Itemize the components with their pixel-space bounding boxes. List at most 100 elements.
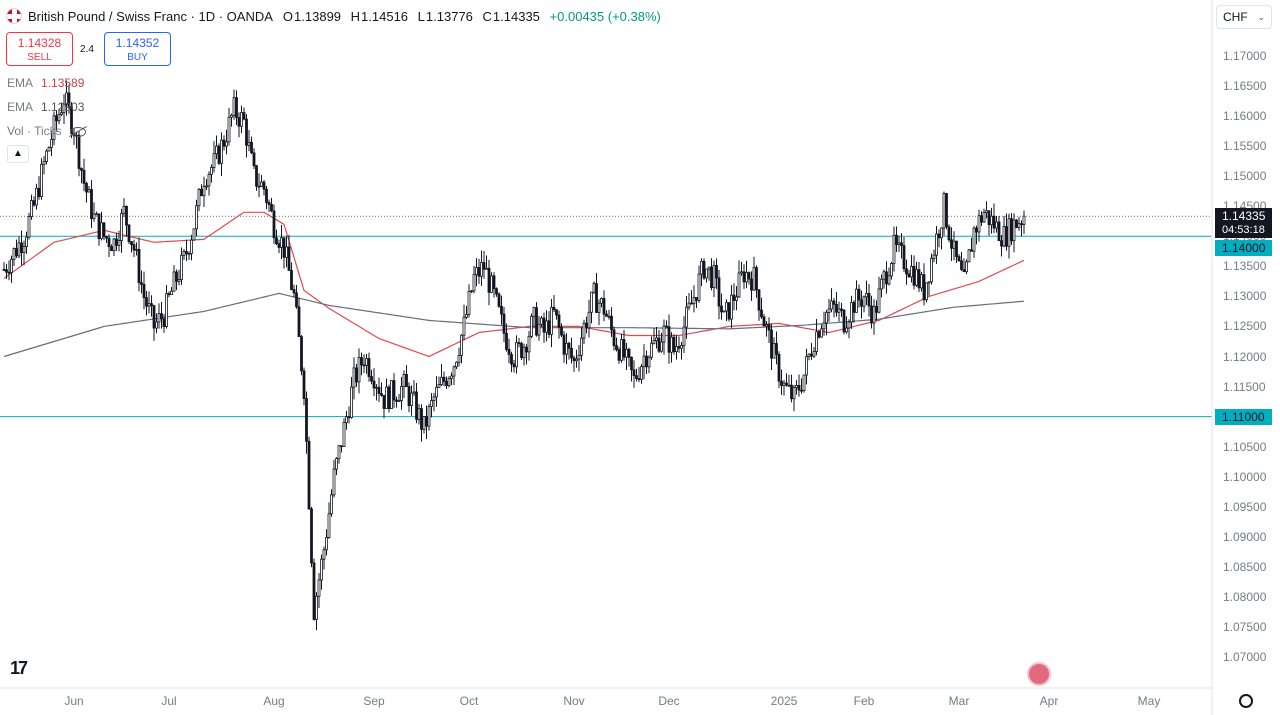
candle[interactable] bbox=[167, 291, 171, 298]
candle[interactable] bbox=[395, 396, 398, 408]
candle[interactable] bbox=[297, 297, 301, 337]
candle[interactable] bbox=[735, 286, 738, 311]
candle[interactable] bbox=[612, 326, 616, 351]
candle[interactable] bbox=[870, 295, 873, 329]
candle[interactable] bbox=[205, 178, 208, 190]
candle[interactable] bbox=[282, 237, 286, 269]
candle[interactable] bbox=[675, 334, 678, 360]
candle[interactable] bbox=[407, 382, 411, 413]
candle[interactable] bbox=[895, 226, 898, 253]
candle[interactable] bbox=[265, 186, 268, 210]
gear-icon[interactable] bbox=[1239, 694, 1253, 708]
candle[interactable] bbox=[472, 266, 476, 294]
candle[interactable] bbox=[477, 258, 481, 284]
candle[interactable] bbox=[855, 280, 858, 313]
candle[interactable] bbox=[1017, 216, 1021, 231]
candle[interactable] bbox=[932, 249, 936, 263]
candle[interactable] bbox=[462, 304, 466, 341]
candle[interactable] bbox=[657, 329, 661, 354]
candle[interactable] bbox=[887, 267, 891, 286]
candle[interactable] bbox=[860, 290, 863, 319]
candle[interactable] bbox=[272, 204, 276, 244]
candle[interactable] bbox=[190, 234, 193, 261]
candle[interactable] bbox=[140, 270, 143, 294]
candle[interactable] bbox=[535, 302, 538, 337]
candle[interactable] bbox=[405, 365, 408, 387]
candle[interactable] bbox=[327, 502, 331, 539]
candle[interactable] bbox=[117, 230, 121, 252]
candle[interactable] bbox=[752, 256, 756, 291]
candle[interactable] bbox=[772, 337, 776, 359]
candle[interactable] bbox=[937, 229, 941, 248]
candle[interactable] bbox=[442, 371, 446, 387]
candle[interactable] bbox=[927, 281, 931, 296]
candle[interactable] bbox=[300, 334, 303, 376]
candle[interactable] bbox=[775, 331, 778, 365]
candle[interactable] bbox=[137, 237, 141, 292]
candle[interactable] bbox=[600, 297, 603, 308]
candle[interactable] bbox=[212, 141, 216, 173]
candle[interactable] bbox=[512, 359, 516, 373]
globe-flag-icon[interactable] bbox=[1027, 662, 1051, 686]
candle[interactable] bbox=[320, 554, 323, 590]
candle[interactable] bbox=[920, 272, 923, 292]
candle[interactable] bbox=[945, 192, 948, 230]
candle[interactable] bbox=[552, 295, 556, 313]
candle[interactable] bbox=[610, 307, 613, 337]
candle[interactable] bbox=[615, 337, 618, 352]
candle[interactable] bbox=[415, 383, 418, 424]
candle[interactable] bbox=[360, 352, 363, 376]
candle[interactable] bbox=[810, 342, 813, 360]
candle[interactable] bbox=[507, 338, 511, 364]
candle[interactable] bbox=[957, 254, 961, 262]
candle[interactable] bbox=[142, 271, 146, 310]
candle[interactable] bbox=[170, 286, 173, 296]
candle[interactable] bbox=[582, 319, 586, 344]
candle[interactable] bbox=[255, 165, 258, 191]
candle[interactable] bbox=[110, 244, 113, 252]
candle[interactable] bbox=[347, 406, 351, 424]
candle[interactable] bbox=[890, 261, 893, 280]
candle[interactable] bbox=[827, 298, 831, 322]
candle[interactable] bbox=[202, 176, 206, 207]
candle[interactable] bbox=[65, 80, 68, 116]
candle[interactable] bbox=[377, 377, 381, 402]
candle[interactable] bbox=[785, 373, 788, 387]
candle[interactable] bbox=[275, 229, 278, 246]
candle[interactable] bbox=[355, 363, 358, 387]
candle[interactable] bbox=[257, 173, 261, 198]
candle[interactable] bbox=[237, 112, 241, 138]
candle[interactable] bbox=[777, 351, 781, 388]
candle[interactable] bbox=[820, 324, 823, 338]
candle[interactable] bbox=[107, 234, 111, 258]
candle[interactable] bbox=[380, 382, 383, 397]
candle[interactable] bbox=[162, 314, 166, 333]
candle[interactable] bbox=[990, 207, 993, 234]
candle[interactable] bbox=[892, 226, 896, 272]
candle[interactable] bbox=[575, 349, 578, 368]
candle[interactable] bbox=[410, 385, 413, 416]
candle[interactable] bbox=[787, 374, 791, 388]
hidden-eye-icon[interactable] bbox=[69, 126, 86, 137]
candle[interactable] bbox=[242, 107, 246, 121]
candle[interactable] bbox=[915, 261, 918, 288]
candle[interactable] bbox=[962, 258, 966, 273]
candle[interactable] bbox=[400, 376, 403, 410]
candle[interactable] bbox=[92, 202, 96, 222]
candle[interactable] bbox=[277, 239, 281, 254]
candle[interactable] bbox=[452, 365, 456, 386]
candle[interactable] bbox=[307, 436, 311, 510]
candle[interactable] bbox=[382, 394, 386, 419]
candle[interactable] bbox=[840, 302, 843, 318]
candle[interactable] bbox=[632, 360, 636, 388]
candle[interactable] bbox=[192, 228, 196, 241]
candle[interactable] bbox=[440, 364, 443, 387]
candle[interactable] bbox=[1022, 210, 1026, 234]
candle[interactable] bbox=[947, 224, 951, 243]
candle[interactable] bbox=[312, 558, 316, 621]
ema-fast-line[interactable] bbox=[3, 211, 1025, 358]
candle[interactable] bbox=[680, 342, 683, 360]
candle[interactable] bbox=[465, 306, 468, 320]
candle[interactable] bbox=[955, 240, 958, 263]
candle[interactable] bbox=[1010, 213, 1013, 245]
